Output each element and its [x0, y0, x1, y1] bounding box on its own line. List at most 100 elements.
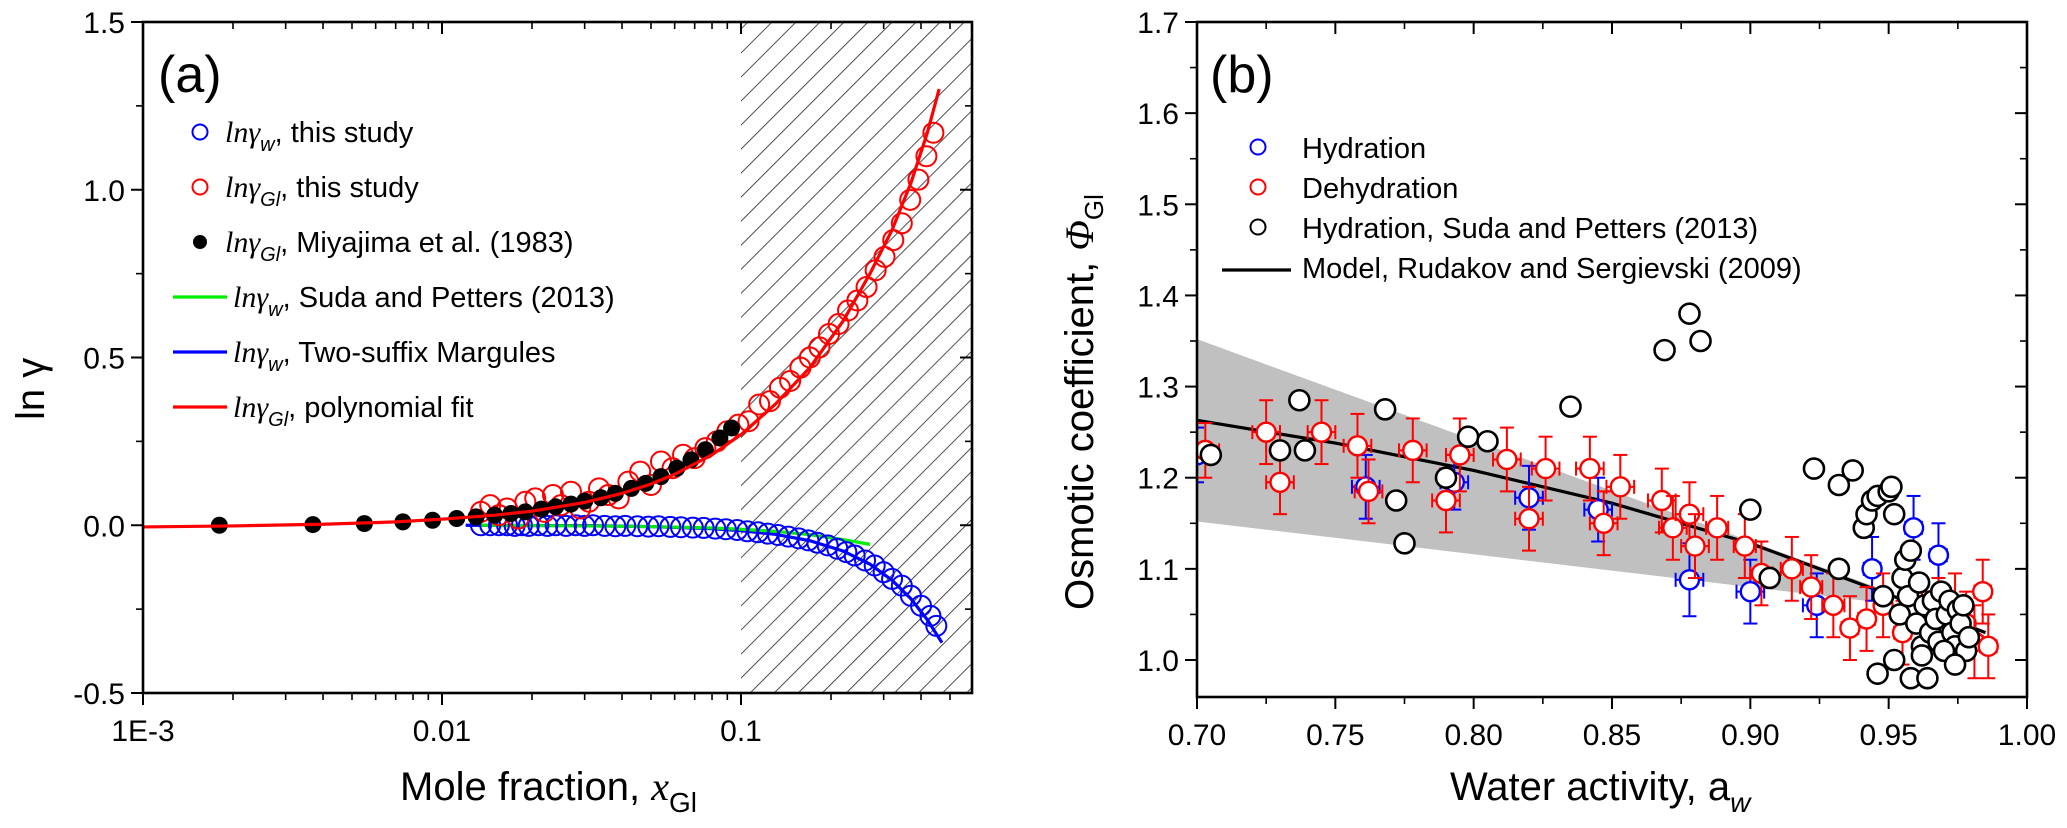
data-point-dehydration: [1972, 580, 1994, 603]
x-tick-label-b: 0.80: [1444, 719, 1502, 752]
x-axis-title-b: Water activity, aw: [1450, 765, 1752, 818]
data-point-0: [925, 614, 948, 637]
data-point-with-errorbar: [1658, 494, 1688, 561]
data-point-suda-petters: [1952, 594, 1975, 617]
data-point-suda-petters: [1678, 302, 1701, 325]
x-axis-title-a: Mole fraction, xGl: [400, 764, 697, 818]
data-point-suda-petters: [1871, 584, 1895, 608]
legend-open-circle-icon: [1249, 178, 1267, 196]
panel-label-b: (b): [1210, 46, 1274, 104]
data-point-0: [647, 515, 670, 538]
series-line-5: [143, 88, 941, 529]
data-point-dehydration: [1609, 476, 1632, 498]
data-point-suda-petters: [1393, 532, 1416, 555]
data-point-suda-petters: [1689, 329, 1712, 353]
data-point-dehydration: [1839, 617, 1861, 639]
data-point-1: [907, 168, 930, 191]
y-axis-title-b: Osmotic coefficient, ΦGl: [1057, 194, 1109, 610]
x-tick-label-a: 1E-3: [111, 715, 174, 748]
data-point-hydration: [1678, 569, 1701, 591]
data-point-suda-petters: [1476, 429, 1499, 453]
legend-entry-a: lnγGl, Miyajima et al. (1983): [225, 226, 573, 266]
data-point-miyajima: [696, 441, 714, 459]
legend-math: lnγ: [233, 391, 269, 424]
data-point-with-errorbar: [1445, 417, 1475, 493]
data-point-with-errorbar: [1492, 426, 1522, 493]
data-point-suda-petters: [1559, 395, 1582, 418]
legend-math: lnγ: [225, 226, 261, 259]
legend-sub: w: [268, 299, 284, 321]
legend-label: , Miyajima et al. (1983): [280, 227, 573, 259]
y-axis-title-b-var: Φ: [1057, 220, 1102, 250]
data-point-hydration: [1739, 580, 1762, 603]
legend-entry-a: lnγw, this study: [225, 116, 414, 156]
data-point-with-errorbar: [1646, 467, 1677, 534]
data-point-suda-petters: [1866, 662, 1889, 685]
data-point-0: [681, 516, 704, 539]
data-point-with-errorbar: [1251, 399, 1281, 466]
panel-b: 0.70 0.75 0.80 0.85 0.90 0.95 1.00 1.0 1.1 1.2 1.3…: [1057, 7, 2056, 818]
data-point-suda-petters: [1882, 502, 1906, 526]
data-point-with-errorbar: [1605, 453, 1636, 520]
data-point-1: [915, 145, 938, 168]
data-point-with-errorbar: [1530, 435, 1561, 502]
y-tick-label-a: 1.0: [83, 175, 125, 208]
data-point-dehydration: [1855, 608, 1878, 630]
y-axis-title-b-sub: Gl: [1079, 194, 1109, 220]
legend-math: lnγ: [225, 116, 261, 149]
data-point-with-errorbar: [1306, 399, 1337, 466]
data-point-suda-petters: [1199, 443, 1223, 467]
x-tick-label-b: 0.95: [1859, 719, 1917, 752]
data-point-dehydration: [1534, 457, 1557, 480]
y-axis-title-a: ln γ: [9, 358, 53, 420]
legend-entry-b: Hydration: [1302, 133, 1426, 165]
data-point-0: [726, 518, 749, 541]
data-point-1: [899, 188, 922, 211]
y-tick-label-b: 1.3: [1137, 372, 1179, 405]
data-point-dehydration: [1592, 512, 1615, 534]
data-point-0: [767, 523, 790, 546]
data-point-0: [604, 515, 627, 538]
y-tick-label-a: -0.5: [73, 678, 125, 711]
data-point-with-errorbar: [1705, 494, 1730, 561]
data-point-miyajima: [711, 429, 729, 447]
x-axis-title-a-var: x: [650, 764, 669, 809]
y-tick-label-b: 1.1: [1137, 554, 1179, 587]
data-point-dehydration: [1977, 635, 1999, 658]
data-point-suda-petters: [1916, 666, 1939, 690]
data-point-dehydration: [1518, 508, 1540, 530]
y-tick-label-a: 1.5: [83, 7, 125, 40]
y-tick-label-b: 1.5: [1137, 189, 1179, 222]
data-point-0: [714, 518, 737, 541]
data-point-dehydration: [1357, 480, 1380, 503]
data-point-suda-petters: [1739, 498, 1762, 521]
data-point-dehydration: [1684, 535, 1706, 557]
data-point-miyajima: [723, 419, 741, 437]
data-point-0: [692, 516, 715, 539]
x-tick-label-a: 0.1: [720, 715, 762, 748]
data-point-0: [872, 561, 895, 584]
data-point-suda-petters: [1827, 557, 1851, 581]
data-point-with-errorbar: [1799, 554, 1824, 620]
y-axis-title-b-text: Osmotic coefficient,: [1058, 251, 1102, 610]
data-point-0: [637, 515, 660, 538]
y-tick-label-a: 0.5: [83, 343, 125, 376]
data-point-0: [536, 514, 559, 537]
data-point-0: [626, 515, 649, 538]
data-point-0: [704, 517, 727, 540]
legend-math: lnγ: [233, 336, 269, 369]
data-point-with-errorbar: [1732, 513, 1757, 579]
data-point-0: [555, 514, 578, 537]
data-point-suda-petters: [1653, 338, 1676, 362]
legend-entry-a: lnγw, Suda and Petters (2013): [233, 281, 615, 321]
legend-label: , this study: [275, 117, 414, 149]
data-point-suda-petters: [1827, 473, 1851, 497]
legend-label: , polynomial fit: [288, 392, 473, 424]
data-point-dehydration: [1449, 444, 1471, 466]
data-point-hydration: [1861, 558, 1883, 580]
x-tick-label-b: 0.75: [1306, 719, 1364, 752]
x-axis-title-a-sub: Gl: [669, 787, 697, 818]
data-point-dehydration: [1800, 576, 1822, 598]
y-tick-label-b: 1.4: [1137, 280, 1179, 313]
